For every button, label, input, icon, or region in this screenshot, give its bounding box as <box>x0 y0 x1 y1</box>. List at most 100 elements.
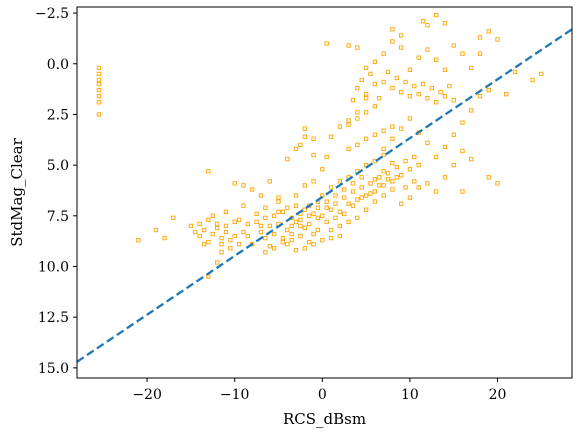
scatter-point <box>285 227 290 233</box>
scatter-point <box>363 110 369 115</box>
scatter-point <box>96 77 102 83</box>
scatter-point <box>346 201 351 206</box>
scatter-point <box>320 167 325 172</box>
scatter-point <box>271 246 277 251</box>
scatter-point <box>315 215 321 220</box>
scatter-point <box>223 229 229 235</box>
scatter-point <box>236 242 242 247</box>
scatter-point <box>206 274 211 279</box>
scatter-point <box>381 146 386 152</box>
scatter-point <box>324 154 329 160</box>
scatter-point <box>399 173 404 178</box>
scatter-point <box>96 65 102 70</box>
x-axis-ticks: −20 −10 0 10 20 <box>132 378 506 403</box>
scatter-point <box>350 189 356 194</box>
scatter-point <box>298 233 303 239</box>
axes-frame <box>76 6 573 379</box>
scatter-point <box>320 213 325 218</box>
scatter-point <box>324 205 329 210</box>
scatter-point <box>293 146 299 152</box>
scatter-point <box>276 195 281 200</box>
x-tick-label: −20 <box>132 387 162 403</box>
scatter-point <box>460 120 465 125</box>
scatter-point <box>171 215 176 220</box>
scatter-point <box>337 209 342 214</box>
scatter-point <box>368 191 373 196</box>
scatter-point <box>407 195 413 200</box>
scatter-points <box>96 12 544 279</box>
scatter-point <box>298 217 303 223</box>
scatter-point <box>96 87 102 93</box>
y-tick-label: 12.5 <box>38 310 69 326</box>
scatter-point <box>412 154 417 160</box>
scatter-point <box>258 193 264 198</box>
scatter-point <box>469 156 474 162</box>
scatter-point <box>96 81 102 87</box>
scatter-point <box>96 100 102 105</box>
scatter-point <box>451 132 456 137</box>
scatter-point <box>434 154 439 160</box>
scatter-point <box>206 169 211 174</box>
scatter-point <box>394 175 399 180</box>
scatter-point <box>355 116 360 121</box>
scatter-point <box>447 83 452 89</box>
scatter-point <box>539 71 544 77</box>
scatter-point <box>267 244 272 249</box>
scatter-point <box>188 223 194 229</box>
scatter-point <box>328 207 334 212</box>
scatter-point <box>280 209 286 214</box>
scatter-point <box>210 231 215 237</box>
scatter-point <box>337 223 342 229</box>
scatter-point <box>372 81 378 87</box>
x-tick-label: 10 <box>401 387 419 403</box>
y-axis-ticks: −2.5 0.0 2.5 5.0 7.5 10.0 12.5 15.0 <box>35 6 77 377</box>
scatter-point <box>293 219 299 225</box>
scatter-point <box>311 152 316 158</box>
scatter-point <box>420 19 426 24</box>
scatter-point <box>372 189 378 194</box>
scatter-point <box>197 221 202 227</box>
scatter-point <box>293 203 299 208</box>
scatter-point <box>201 242 207 247</box>
scatter-point <box>469 65 474 70</box>
scatter-point <box>219 235 224 241</box>
scatter-point <box>276 199 281 204</box>
scatter-point <box>285 242 290 247</box>
scatter-point <box>416 162 421 168</box>
scatter-point <box>530 77 535 83</box>
scatter-point <box>280 240 286 245</box>
scatter-point <box>416 185 421 190</box>
scatter-point <box>232 233 237 239</box>
scatter-point <box>434 57 439 62</box>
scatter-point <box>355 197 360 202</box>
scatter-point <box>442 175 448 180</box>
scatter-point <box>219 250 224 255</box>
scatter-point <box>280 235 286 241</box>
scatter-point <box>206 217 211 223</box>
scatter-point <box>96 94 102 99</box>
scatter-point <box>363 207 369 212</box>
scatter-point <box>390 160 395 166</box>
scatter-point <box>289 237 294 243</box>
scatter-point <box>289 223 294 229</box>
scatter-point <box>328 235 334 241</box>
scatter-point <box>333 193 338 198</box>
scatter-point <box>232 219 237 225</box>
scatter-point <box>215 225 220 231</box>
scatter-point <box>355 85 360 91</box>
scatter-point <box>394 75 399 81</box>
scatter-point <box>342 211 347 216</box>
scatter-point <box>385 69 391 75</box>
scatter-point <box>236 217 242 223</box>
scatter-point <box>385 171 391 176</box>
scatter-point <box>302 207 307 212</box>
scatter-point <box>368 181 373 186</box>
scatter-point <box>289 231 294 237</box>
scatter-point <box>337 233 342 239</box>
scatter-point <box>377 175 382 180</box>
scatter-point <box>355 45 360 50</box>
scatter-point <box>337 124 342 129</box>
scatter-point <box>390 124 395 129</box>
scatter-point <box>355 215 360 220</box>
scatter-point <box>285 205 290 210</box>
